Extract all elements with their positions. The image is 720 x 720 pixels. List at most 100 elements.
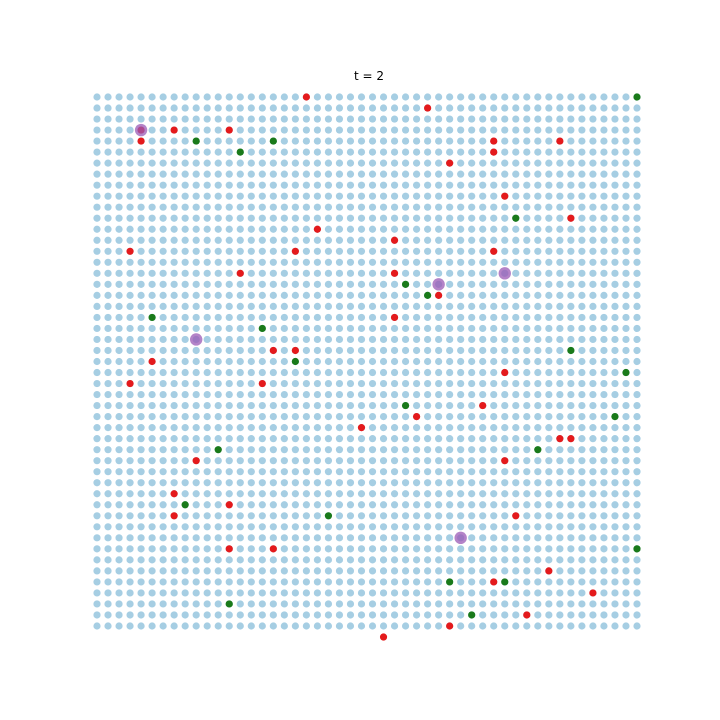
- grid-node: [214, 192, 222, 200]
- grid-node: [324, 170, 333, 178]
- grid-node: [468, 401, 476, 410]
- grid-node: [633, 611, 641, 619]
- grid-node: [324, 115, 333, 123]
- grid-node: [335, 600, 344, 608]
- grid-node: [137, 93, 145, 101]
- grid-node: [115, 324, 123, 333]
- red-node: [357, 424, 366, 432]
- grid-node: [126, 346, 134, 355]
- grid-node: [600, 280, 608, 288]
- grid-node: [556, 170, 564, 178]
- grid-node: [269, 501, 277, 509]
- grid-node: [490, 468, 498, 476]
- grid-node: [335, 468, 344, 476]
- grid-node: [523, 379, 531, 388]
- grid-node: [269, 490, 277, 498]
- grid-node: [192, 247, 200, 255]
- grid-node: [137, 258, 145, 266]
- grid-node: [93, 170, 101, 178]
- grid-node: [137, 490, 145, 498]
- grid-node: [159, 567, 167, 575]
- grid-node: [324, 501, 333, 509]
- grid-node: [512, 446, 520, 454]
- grid-node: [181, 214, 189, 222]
- grid-node: [302, 192, 310, 200]
- grid-node: [446, 324, 454, 333]
- grid-node: [567, 302, 575, 310]
- grid-node: [93, 379, 101, 388]
- grid-node: [424, 170, 432, 178]
- grid-node: [600, 457, 608, 465]
- grid-node: [302, 545, 310, 553]
- grid-node: [192, 346, 200, 355]
- grid-node: [159, 534, 167, 542]
- grid-node: [368, 291, 377, 299]
- grid-node: [148, 137, 156, 145]
- grid-node: [104, 181, 112, 189]
- grid-node: [600, 556, 608, 564]
- grid-node: [578, 313, 586, 322]
- grid-node: [545, 236, 553, 244]
- grid-node: [446, 181, 454, 189]
- grid-node: [567, 280, 575, 288]
- grid-node: [501, 379, 509, 388]
- grid-node: [379, 390, 388, 399]
- grid-node: [534, 225, 542, 233]
- grid-node: [622, 170, 630, 178]
- grid-node: [534, 567, 542, 575]
- grid-node: [600, 468, 608, 476]
- grid-node: [412, 567, 421, 575]
- grid-node: [578, 170, 586, 178]
- grid-node: [545, 401, 553, 410]
- grid-node: [390, 247, 399, 255]
- grid-node: [479, 589, 487, 597]
- grid-node: [412, 622, 421, 630]
- grid-node: [115, 192, 123, 200]
- grid-node: [401, 556, 410, 564]
- grid-node: [324, 479, 333, 487]
- grid-node: [545, 258, 553, 266]
- grid-node: [291, 512, 299, 520]
- grid-node: [435, 302, 443, 310]
- grid-node: [357, 126, 366, 134]
- grid-node: [247, 214, 255, 222]
- grid-node: [567, 181, 575, 189]
- grid-node: [368, 280, 377, 288]
- grid-node: [424, 523, 432, 531]
- grid-node: [247, 203, 255, 211]
- grid-node: [567, 556, 575, 564]
- grid-node: [137, 622, 145, 630]
- grid-node: [203, 468, 211, 476]
- grid-node: [357, 446, 366, 454]
- grid-node: [490, 126, 498, 134]
- grid-node: [115, 236, 123, 244]
- grid-node: [159, 413, 167, 421]
- grid-node: [214, 126, 222, 134]
- grid-node: [490, 115, 498, 123]
- grid-node: [545, 269, 553, 277]
- grid-node: [512, 589, 520, 597]
- grid-node: [126, 93, 134, 101]
- grid-node: [247, 269, 255, 277]
- grid-node: [534, 280, 542, 288]
- grid-node: [346, 567, 355, 575]
- grid-node: [192, 115, 200, 123]
- grid-node: [214, 401, 222, 410]
- grid-node: [468, 556, 476, 564]
- grid-node: [589, 269, 597, 277]
- grid-node: [501, 324, 509, 333]
- grid-node: [93, 291, 101, 299]
- grid-node: [446, 390, 454, 399]
- grid-node: [280, 137, 288, 145]
- grid-node: [313, 479, 322, 487]
- grid-node: [512, 335, 520, 344]
- grid-node: [401, 357, 410, 366]
- grid-node: [424, 181, 432, 189]
- grid-node: [424, 390, 432, 399]
- grid-node: [159, 379, 167, 388]
- grid-node: [335, 413, 344, 421]
- grid-node: [424, 446, 432, 454]
- grid-node: [600, 159, 608, 167]
- grid-node: [556, 346, 564, 355]
- grid-node: [457, 192, 465, 200]
